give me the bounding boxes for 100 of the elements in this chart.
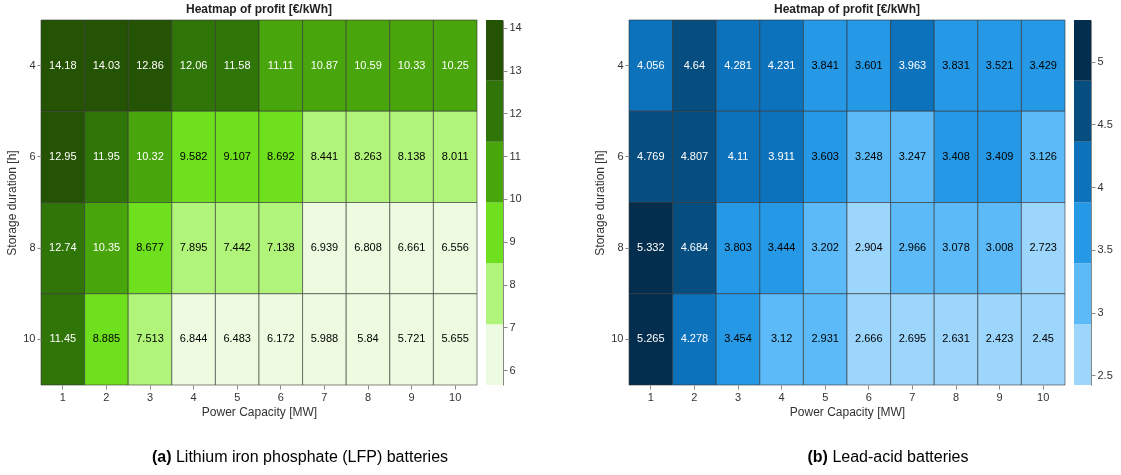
x-tick-label: 5 xyxy=(822,390,829,403)
y-tick-label: 6 xyxy=(29,149,36,162)
data-label: 2.931 xyxy=(811,332,839,345)
data-label: 10.35 xyxy=(92,241,121,254)
data-label: 3.126 xyxy=(1029,149,1057,162)
data-label: 6.939 xyxy=(310,241,339,254)
x-tick-label: 3 xyxy=(734,390,742,403)
x-tick-label: 8 xyxy=(364,390,372,403)
data-label: 3.409 xyxy=(985,149,1014,162)
color-bar-label: 7 xyxy=(509,320,516,333)
data-label: 2.423 xyxy=(985,332,1014,345)
text: (b) Lead-acid batteries xyxy=(806,448,970,466)
data-label: 4.64 xyxy=(683,58,706,71)
x-tick-label: 4 xyxy=(190,390,197,403)
data-label: 4.684 xyxy=(680,241,709,254)
x-axis-title: Power Capacity [MW] xyxy=(789,404,906,419)
color-bar-label: 3 xyxy=(1097,306,1104,319)
data-label: 8.263 xyxy=(354,149,382,162)
color-bar-label: 13 xyxy=(509,64,522,77)
data-label: 4.278 xyxy=(680,332,709,345)
color-bar-label: 3.5 xyxy=(1097,243,1113,256)
x-tick-label: 7 xyxy=(321,390,328,403)
data-label: 4.769 xyxy=(637,149,665,162)
data-label: 10.33 xyxy=(397,58,426,71)
y-tick-label: 10 xyxy=(23,332,36,345)
data-label: 5.332 xyxy=(637,241,665,254)
y-tick-label: 4 xyxy=(617,58,624,71)
data-label: 3.247 xyxy=(898,149,927,162)
data-label: 5.988 xyxy=(310,332,339,345)
x-tick-label: 9 xyxy=(408,390,415,403)
data-label: 4.056 xyxy=(637,58,665,71)
data-label: 12.06 xyxy=(179,58,208,71)
data-label: 10.87 xyxy=(310,58,339,71)
y-axis-title: Storage duration [h] xyxy=(5,150,20,256)
data-label: 2.723 xyxy=(1029,241,1057,254)
data-label: 3.603 xyxy=(811,149,839,162)
color-bar-label: 2.5 xyxy=(1097,368,1113,381)
data-label: 2.966 xyxy=(898,241,927,254)
data-label: 10.25 xyxy=(441,58,469,71)
data-label: 8.138 xyxy=(397,149,426,162)
data-label: 8.011 xyxy=(441,149,469,162)
y-tick-label: 8 xyxy=(29,241,36,254)
data-label: 6.483 xyxy=(223,332,251,345)
data-label: 3.444 xyxy=(767,241,796,254)
data-label: 11.95 xyxy=(93,149,120,162)
data-label: 9.107 xyxy=(223,149,251,162)
x-tick-label: 10 xyxy=(449,390,462,403)
data-label: 12.95 xyxy=(49,149,77,162)
color-bar-label: 10 xyxy=(509,192,522,205)
x-tick-label: 9 xyxy=(996,390,1003,403)
data-label: 2.666 xyxy=(855,332,883,345)
data-label: 8.677 xyxy=(136,241,164,254)
color-bar-label: 14 xyxy=(509,21,522,34)
data-label: 7.895 xyxy=(179,241,208,254)
data-label: 8.692 xyxy=(267,149,295,162)
data-label: 3.248 xyxy=(855,149,883,162)
data-label: 5.265 xyxy=(637,332,665,345)
data-label: 5.84 xyxy=(357,332,379,345)
data-label: 6.661 xyxy=(397,241,426,254)
data-label: 11.58 xyxy=(223,58,251,71)
color-bar-label: 9 xyxy=(509,235,516,248)
data-label: 2.45 xyxy=(1032,332,1054,345)
x-tick-label: 1 xyxy=(59,390,66,403)
data-label: 8.885 xyxy=(92,332,121,345)
x-tick-label: 6 xyxy=(277,390,284,403)
data-label: 14.03 xyxy=(92,58,121,71)
data-label: 3.429 xyxy=(1029,58,1057,71)
data-label: 12.74 xyxy=(49,241,77,254)
color-bar-label: 12 xyxy=(509,106,522,119)
data-label: 3.911 xyxy=(768,149,795,162)
data-label: 3.831 xyxy=(942,58,970,71)
data-label: 8.441 xyxy=(310,149,339,162)
data-label: 4.231 xyxy=(767,58,796,71)
x-tick-label: 1 xyxy=(647,390,654,403)
y-axis-title: Storage duration [h] xyxy=(593,150,608,256)
chart-title: Heatmap of profit [€/kWh] xyxy=(774,1,920,16)
data-label: 12.86 xyxy=(136,58,164,71)
x-tick-label: 8 xyxy=(952,390,960,403)
data-label: 5.655 xyxy=(441,332,469,345)
data-label: 10.32 xyxy=(136,149,164,162)
data-label: 6.844 xyxy=(179,332,208,345)
data-label: 11.11 xyxy=(267,58,294,71)
data-label: 3.841 xyxy=(811,58,839,71)
x-axis-title: Power Capacity [MW] xyxy=(201,404,318,419)
data-label: 3.408 xyxy=(942,149,970,162)
y-tick-label: 6 xyxy=(617,149,624,162)
data-label: 10.59 xyxy=(354,58,382,71)
x-tick-label: 10 xyxy=(1037,390,1050,403)
data-label: 3.601 xyxy=(855,58,883,71)
color-bar-label: 11 xyxy=(509,149,521,162)
data-label: 9.582 xyxy=(179,149,208,162)
data-label: 11.45 xyxy=(49,332,77,345)
x-tick-label: 4 xyxy=(778,390,785,403)
data-label: 3.202 xyxy=(811,241,839,254)
y-tick-label: 10 xyxy=(611,332,624,345)
chart-title: Heatmap of profit [€/kWh] xyxy=(186,1,332,16)
data-label: 3.521 xyxy=(985,58,1014,71)
data-label: 7.442 xyxy=(223,241,251,254)
x-tick-label: 2 xyxy=(691,390,698,403)
data-label: 14.18 xyxy=(49,58,77,71)
